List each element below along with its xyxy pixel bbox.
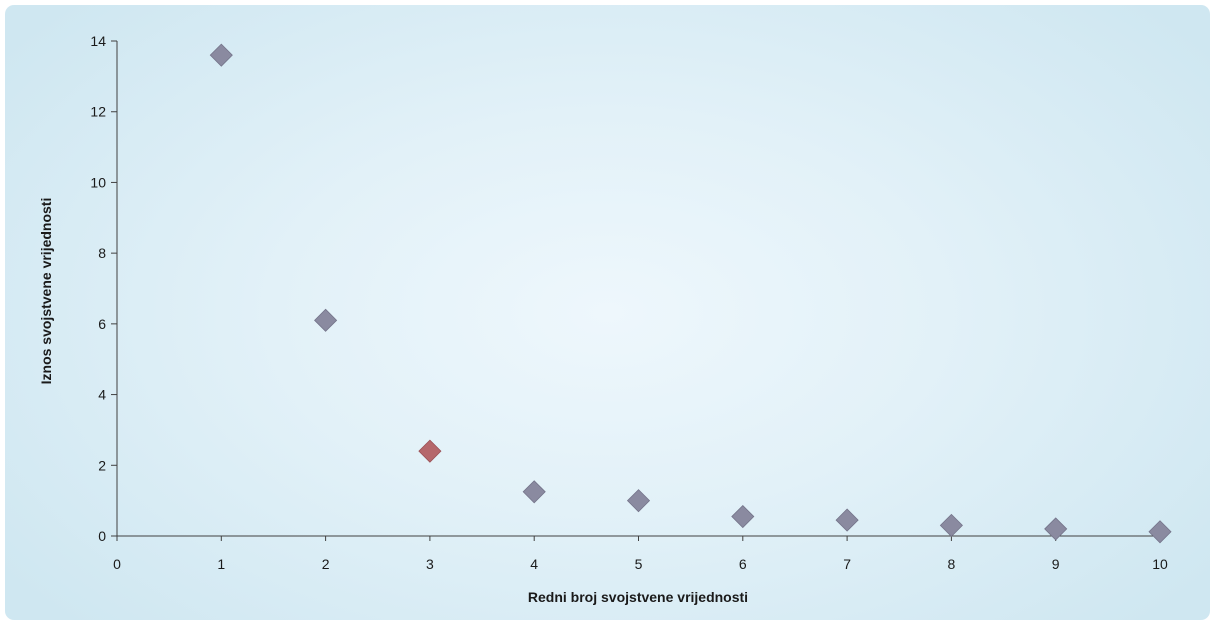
y-tick-label: 12 bbox=[90, 104, 106, 120]
x-tick-label: 10 bbox=[1152, 556, 1168, 572]
x-tick-label: 5 bbox=[635, 556, 643, 572]
x-tick-label: 6 bbox=[739, 556, 747, 572]
x-tick-label: 7 bbox=[843, 556, 851, 572]
data-point bbox=[314, 308, 338, 332]
x-tick-label: 8 bbox=[948, 556, 956, 572]
x-tick-label: 4 bbox=[530, 556, 538, 572]
data-point bbox=[939, 513, 963, 537]
data-point bbox=[1148, 520, 1172, 544]
y-tick-label: 4 bbox=[98, 387, 106, 403]
y-tick-label: 0 bbox=[98, 528, 106, 544]
x-tick-label: 9 bbox=[1052, 556, 1060, 572]
data-point-highlighted bbox=[418, 439, 442, 463]
x-tick-label: 0 bbox=[113, 556, 121, 572]
y-tick-label: 6 bbox=[98, 316, 106, 332]
axes bbox=[116, 41, 1160, 537]
data-point bbox=[626, 489, 651, 513]
data-points bbox=[209, 43, 1172, 544]
x-tick-label: 1 bbox=[217, 556, 225, 572]
y-axis-title: Iznos svojstvene vrijednosti bbox=[38, 198, 54, 385]
data-point bbox=[1044, 517, 1068, 541]
x-tick-label: 2 bbox=[322, 556, 330, 572]
data-point bbox=[522, 480, 546, 504]
data-point bbox=[731, 504, 755, 529]
chart-panel: 0 2 4 6 8 10 12 14 0 1 2 3 4 5 6 7 8 9 10 Redni broj svojs… bbox=[5, 5, 1210, 620]
data-point bbox=[209, 43, 233, 67]
x-axis-title: Redni broj svojstvene vrijednosti bbox=[528, 589, 748, 605]
y-tick-label: 2 bbox=[98, 457, 106, 473]
y-tick-label: 8 bbox=[98, 245, 106, 261]
data-point bbox=[835, 508, 859, 532]
y-tick-label: 10 bbox=[90, 174, 106, 190]
x-tick-label: 3 bbox=[426, 556, 434, 572]
y-tick-label: 14 bbox=[90, 33, 106, 49]
